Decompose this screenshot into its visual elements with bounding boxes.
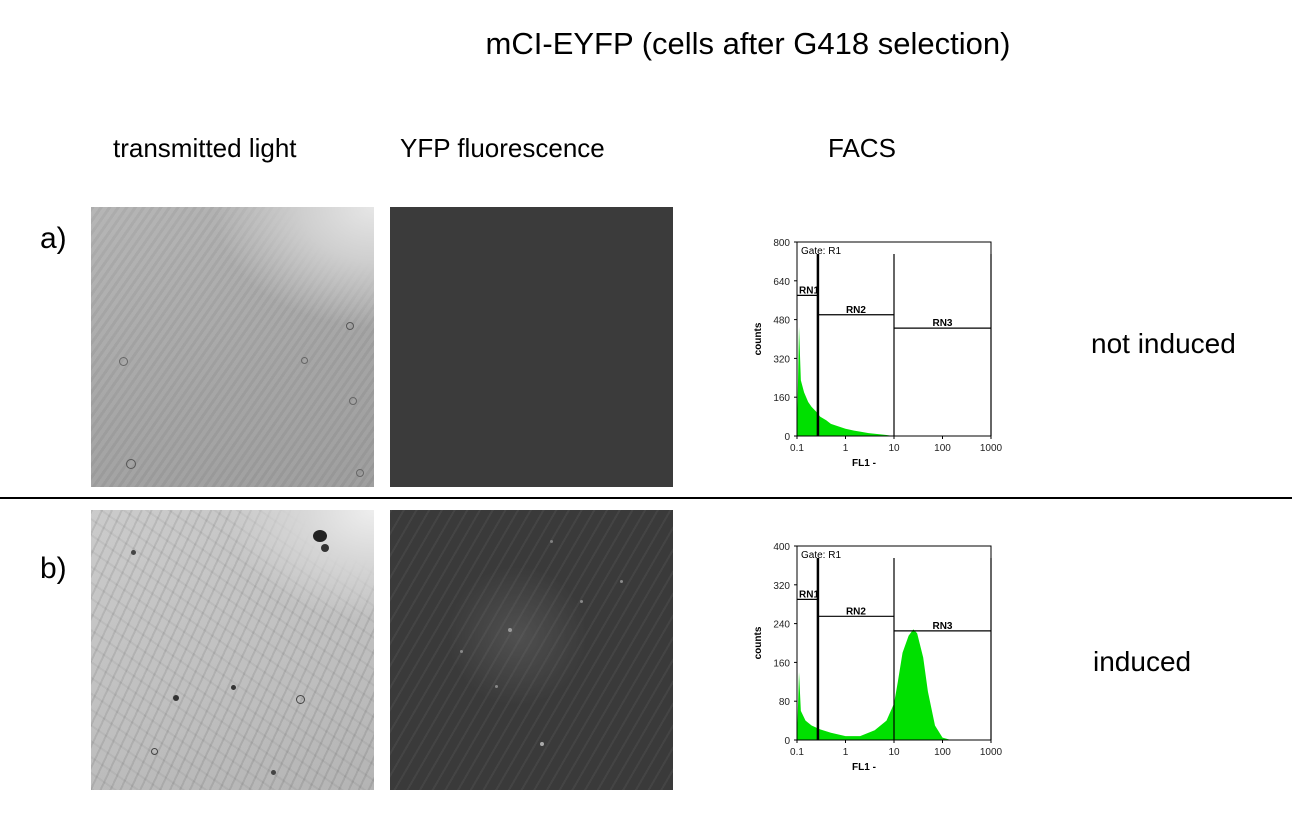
x-tick-label: 1 bbox=[843, 443, 849, 454]
yfp-fluorescence-image-b bbox=[390, 510, 673, 790]
transmitted-light-image-b bbox=[91, 510, 374, 790]
y-tick-label: 320 bbox=[773, 354, 790, 365]
x-tick-label: 1000 bbox=[980, 443, 1003, 454]
histogram-series-0 bbox=[797, 629, 952, 740]
figure-title: mCI-EYFP (cells after G418 selection) bbox=[485, 26, 1011, 61]
y-tick-label: 480 bbox=[773, 316, 790, 327]
x-axis-label: FL1 - bbox=[852, 762, 876, 772]
y-axis-label: counts bbox=[753, 322, 764, 355]
y-tick-label: 160 bbox=[773, 393, 790, 404]
row-divider bbox=[0, 497, 1292, 499]
x-tick-label: 10 bbox=[888, 443, 900, 454]
x-tick-label: 0.1 bbox=[790, 443, 804, 454]
region-label-rn3: RN3 bbox=[932, 621, 952, 632]
x-tick-label: 100 bbox=[934, 747, 951, 758]
region-label-rn3: RN3 bbox=[932, 318, 952, 329]
y-tick-label: 0 bbox=[784, 736, 790, 747]
condition-induced: induced bbox=[1093, 646, 1192, 677]
y-tick-label: 0 bbox=[784, 432, 790, 443]
gate-label: Gate: R1 bbox=[801, 550, 841, 561]
region-label-rn2: RN2 bbox=[846, 606, 866, 617]
x-tick-label: 1000 bbox=[980, 747, 1003, 758]
yfp-fluorescence-image-a bbox=[390, 207, 673, 487]
region-label-rn1: RN1 bbox=[799, 589, 819, 600]
y-tick-label: 800 bbox=[773, 238, 790, 249]
y-tick-label: 400 bbox=[773, 542, 790, 553]
y-tick-label: 160 bbox=[773, 658, 790, 669]
y-tick-label: 320 bbox=[773, 581, 790, 592]
condition-not-induced: not induced bbox=[1091, 328, 1236, 359]
x-tick-label: 1 bbox=[843, 747, 849, 758]
column-header-transmitted-light: transmitted light bbox=[113, 133, 297, 163]
histogram-series-0 bbox=[797, 326, 894, 436]
region-label-rn2: RN2 bbox=[846, 305, 866, 316]
y-tick-label: 240 bbox=[773, 620, 790, 631]
facs-histogram-a: RN1 RN2 RN3 Gate: R1 0 160 320 480 640 800 0.1 1 10 1… bbox=[753, 238, 1003, 468]
x-axis-label: FL1 - bbox=[852, 458, 876, 468]
row-label-a: a) bbox=[40, 222, 67, 255]
x-tick-label: 10 bbox=[888, 747, 900, 758]
row-label-b: b) bbox=[40, 552, 67, 585]
y-tick-label: 80 bbox=[779, 697, 791, 708]
y-tick-label: 640 bbox=[773, 277, 790, 288]
column-header-yfp-fluorescence: YFP fluorescence bbox=[400, 133, 605, 163]
column-header-facs: FACS bbox=[828, 133, 896, 163]
y-axis-label: counts bbox=[753, 626, 764, 659]
transmitted-light-image-a bbox=[91, 207, 374, 487]
region-label-rn1: RN1 bbox=[799, 285, 819, 296]
facs-histogram-b: RN1 RN2 RN3 Gate: R1 0 80 160 240 320 400 0.1 1 10 10… bbox=[753, 542, 1003, 772]
gate-label: Gate: R1 bbox=[801, 246, 841, 257]
x-tick-label: 0.1 bbox=[790, 747, 804, 758]
x-tick-label: 100 bbox=[934, 443, 951, 454]
